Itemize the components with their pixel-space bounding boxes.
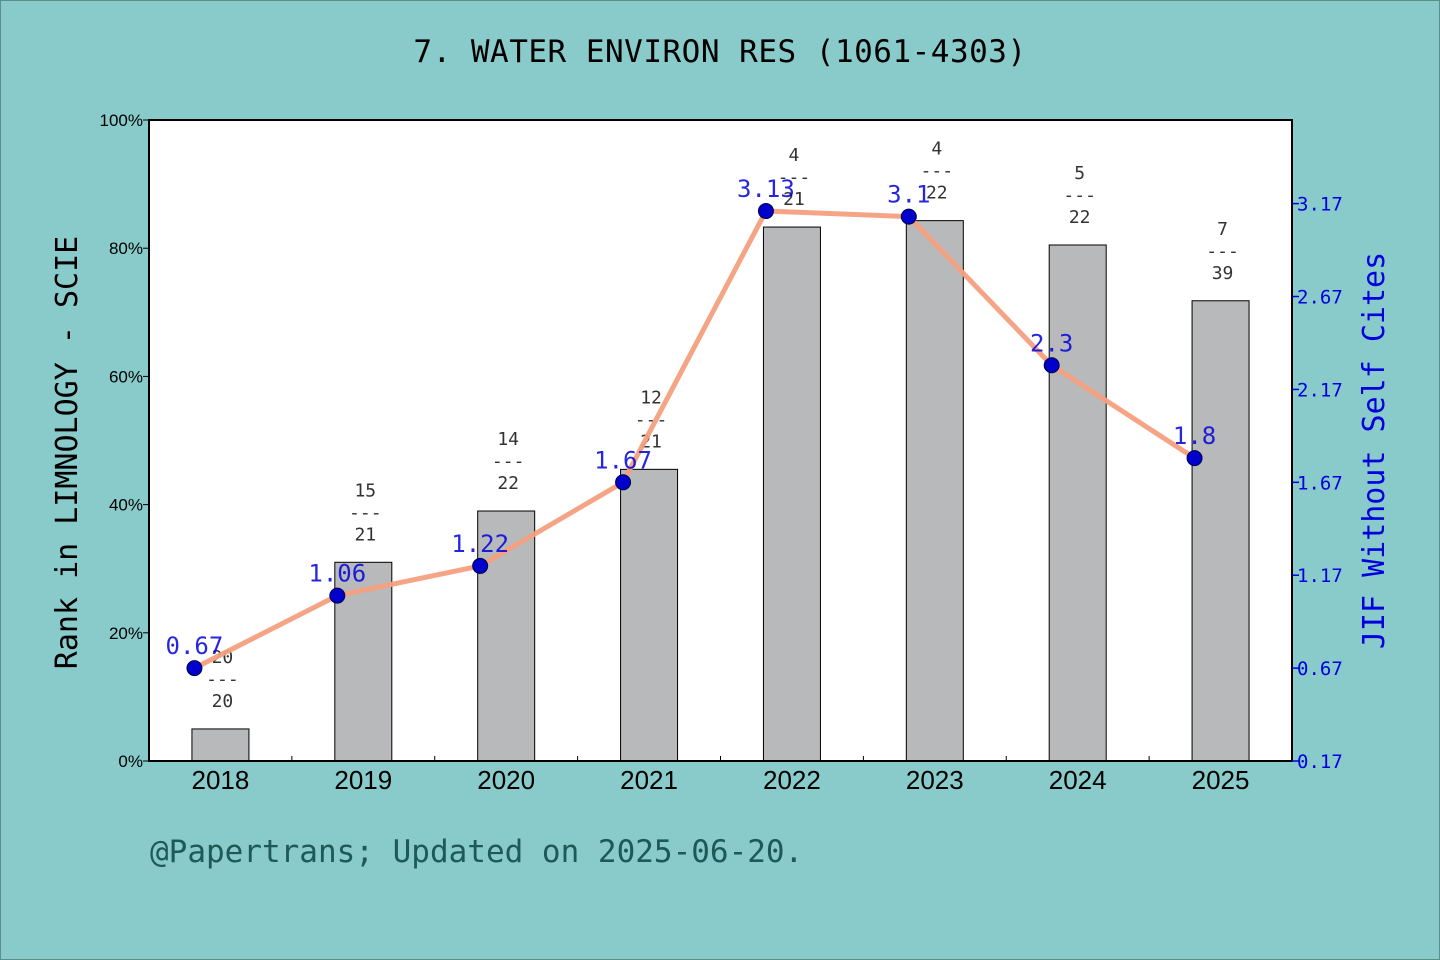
x-tick-label-2022: 2022 [763,765,821,795]
bar-2023 [905,220,964,762]
rank-separator-2023: --- [921,161,954,182]
jif-value-2022: 3.13 [737,175,795,203]
footer-credit: @Papertrans; Updated on 2025-06-20. [150,834,804,870]
right-tick-label-3: 1.67 [1297,472,1343,494]
rank-separator-2025: --- [1206,241,1239,262]
left-tick-label-4: 80% [109,239,143,258]
jif-point-2025 [1186,450,1203,467]
rank-total-2022: 21 [783,189,805,210]
right-tick-label-0: 0.17 [1297,751,1343,773]
rank-total-2023: 22 [926,183,948,204]
jif-point-2024 [1043,357,1060,374]
jif-value-2024: 2.3 [1030,329,1073,357]
rank-total-2025: 39 [1212,263,1234,284]
rank-total-2019: 21 [354,524,376,545]
left-tick-label-5: 100% [100,111,143,130]
right-tick-label-6: 3.17 [1297,194,1343,216]
right-tick-label-5: 2.67 [1297,287,1343,309]
jif-value-2025: 1.8 [1173,422,1216,450]
rank-label-2024: 5 [1074,163,1085,184]
rank-label-2019: 15 [354,480,376,501]
rank-separator-2019: --- [349,502,382,523]
x-tick-label-2024: 2024 [1049,765,1107,795]
jif-point-2021 [615,474,632,491]
chart-title: 7. WATER ENVIRON RES (1061-4303) [413,34,1027,70]
x-tick-label-2020: 2020 [477,765,535,795]
bar-2021 [620,468,679,762]
left-tick-label-2: 40% [109,496,143,515]
left-tick-label-0: 0% [118,752,143,771]
jif-value-2021: 1.67 [594,446,652,474]
x-tick-label-2023: 2023 [906,765,964,795]
jif-value-2019: 1.06 [308,560,366,588]
bar-2022 [762,226,821,762]
left-axis-label: Rank in LIMNOLOGY - SCIE [49,235,85,669]
rank-separator-2022: --- [778,167,811,188]
bar-2018 [191,728,250,762]
right-tick-label-2: 1.17 [1297,565,1343,587]
rank-total-2024: 22 [1069,207,1091,228]
rank-separator-2020: --- [492,451,525,472]
left-tick-label-1: 20% [109,624,143,643]
left-tick-label-3: 60% [109,367,143,386]
x-tick-label-2019: 2019 [334,765,392,795]
bar-2025 [1191,300,1250,762]
rank-label-2025: 7 [1217,219,1228,240]
bar-2024 [1048,244,1107,762]
rank-separator-2024: --- [1063,185,1096,206]
rank-label-2022: 4 [789,145,800,166]
jif-point-2023 [900,208,917,225]
x-tick-label-2025: 2025 [1192,765,1250,795]
rank-label-2021: 12 [640,387,662,408]
rank-total-2018: 20 [212,691,234,712]
right-axis-label: JIF Without Self Cites [1356,251,1392,649]
x-tick-label-2018: 2018 [192,765,250,795]
jif-value-2020: 1.22 [451,530,509,558]
jif-point-2022 [757,203,774,220]
rank-label-2023: 4 [931,139,942,160]
right-tick-label-4: 2.17 [1297,379,1343,401]
rank-separator-2018: --- [206,669,239,690]
rank-label-2020: 14 [497,429,519,450]
rank-total-2020: 22 [497,473,519,494]
jif-point-2019 [329,587,346,604]
jif-point-2020 [472,557,489,574]
plot-area [149,120,1292,761]
jif-line [193,208,1196,671]
jif-value-2018: 0.67 [166,632,224,660]
x-tick-label-2021: 2021 [620,765,678,795]
jif-point-2018 [186,660,203,677]
jif-value-2023: 3.1 [887,181,930,209]
right-tick-label-1: 0.67 [1297,658,1343,680]
